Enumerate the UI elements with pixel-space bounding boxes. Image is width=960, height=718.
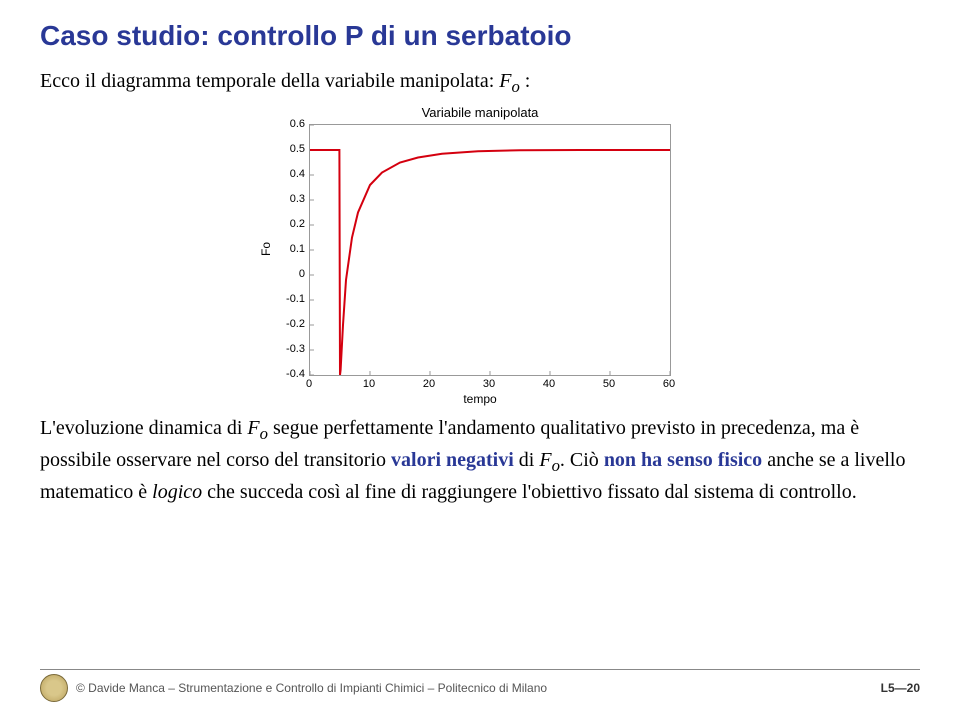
- plot-svg: [310, 125, 670, 375]
- y-tick-label: 0.5: [265, 143, 305, 155]
- x-tick-label: 20: [423, 378, 435, 390]
- footer-left: © Davide Manca – Strumentazione e Contro…: [40, 674, 547, 702]
- y-tick-label: -0.3: [265, 343, 305, 355]
- x-tick-label: 0: [306, 378, 312, 390]
- y-tick-label: -0.4: [265, 368, 305, 380]
- para-var2: F: [539, 449, 551, 471]
- x-tick-label: 10: [363, 378, 375, 390]
- para-1d: . Ciò: [560, 449, 604, 471]
- y-tick-label: 0.1: [265, 243, 305, 255]
- y-tick-label: 0.4: [265, 168, 305, 180]
- para-1c: di: [514, 449, 540, 471]
- subtitle-line: Ecco il diagramma temporale della variab…: [40, 70, 920, 97]
- subtitle-sub: o: [511, 77, 519, 96]
- polimi-logo-icon: [40, 674, 68, 702]
- subtitle-post: :: [520, 70, 531, 92]
- x-tick-label: 60: [663, 378, 675, 390]
- y-tick-label: 0.2: [265, 218, 305, 230]
- plot-box: [309, 124, 671, 376]
- footer-copyright: © Davide Manca – Strumentazione e Contro…: [76, 681, 547, 695]
- x-axis-label: tempo: [265, 392, 695, 406]
- valori-negativi: valori negativi: [391, 449, 514, 471]
- chart-title: Variabile manipolata: [265, 105, 695, 120]
- logico-text: logico: [152, 481, 202, 503]
- para-1a: L'evoluzione dinamica di: [40, 417, 247, 439]
- para-1f: che succeda così al fine di raggiungere …: [202, 481, 857, 503]
- x-tick-label: 40: [543, 378, 555, 390]
- x-tick-label: 50: [603, 378, 615, 390]
- subtitle-var: F: [499, 70, 511, 92]
- footer: © Davide Manca – Strumentazione e Contro…: [40, 669, 920, 702]
- y-tick-label: -0.2: [265, 318, 305, 330]
- chart-container: Variabile manipolata Fo -0.4-0.3-0.2-0.1…: [265, 105, 695, 404]
- para-sub2: o: [552, 456, 560, 475]
- x-tick-label: 30: [483, 378, 495, 390]
- y-tick-label: 0: [265, 268, 305, 280]
- y-tick-label: 0.6: [265, 118, 305, 130]
- para-var1: F: [247, 417, 259, 439]
- y-tick-label: -0.1: [265, 293, 305, 305]
- para-sub1: o: [260, 424, 268, 443]
- y-tick-label: 0.3: [265, 193, 305, 205]
- chart-area: Fo -0.4-0.3-0.2-0.100.10.20.30.40.50.6 0…: [265, 124, 695, 404]
- slide-number: L5—20: [881, 681, 920, 695]
- non-senso-fisico: non ha senso fisico: [604, 449, 762, 471]
- subtitle-pre: Ecco il diagramma temporale della variab…: [40, 70, 499, 92]
- page-title: Caso studio: controllo P di un serbatoio: [40, 20, 920, 52]
- body-paragraph: L'evoluzione dinamica di Fo segue perfet…: [40, 414, 920, 507]
